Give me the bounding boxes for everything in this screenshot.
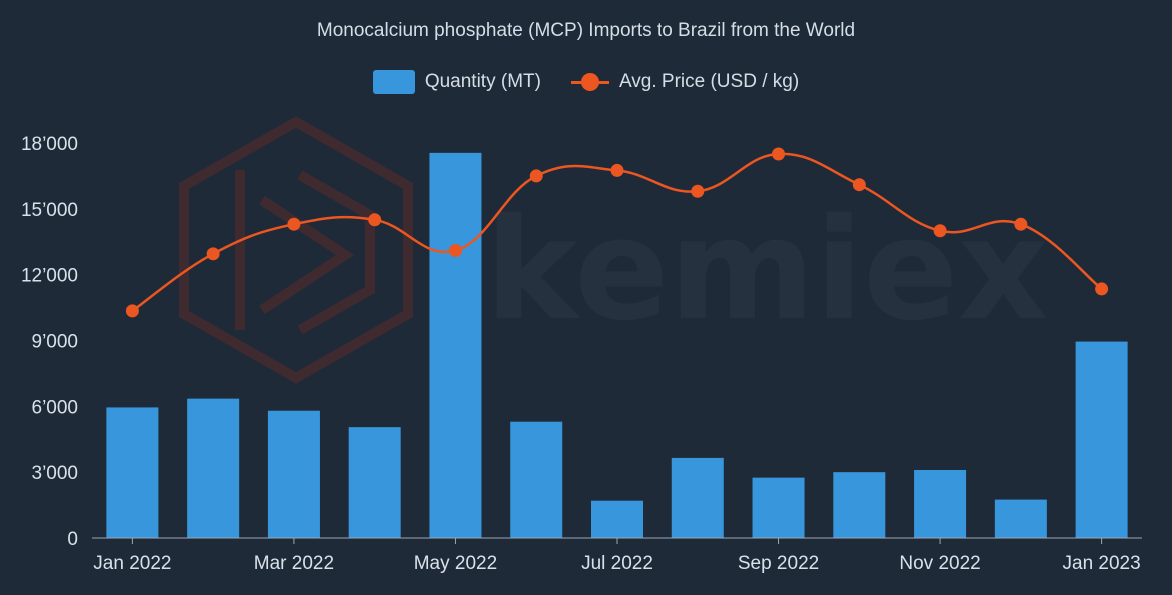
bar-3 — [348, 427, 401, 538]
x-tick-label: Mar 2022 — [254, 553, 334, 574]
price-point-4 — [448, 244, 462, 258]
bar-1 — [187, 398, 240, 538]
y-tick-label: 18’000 — [21, 134, 78, 155]
bar-5 — [510, 421, 563, 538]
watermark-text: kemiex — [485, 189, 1048, 352]
price-point-11 — [1014, 217, 1028, 231]
x-tick-label: Jan 2023 — [1063, 553, 1141, 574]
x-tick-label: Sep 2022 — [738, 553, 819, 574]
bar-8 — [752, 477, 805, 538]
legend-item-quantity[interactable]: Quantity (MT) — [372, 70, 541, 94]
watermark-stroke — [259, 195, 355, 315]
price-point-9 — [852, 178, 866, 192]
y-axis: 0 3’000 6’000 9’000 12’000 15’000 18’000 — [21, 134, 78, 550]
price-point-5 — [529, 169, 543, 183]
bar-7 — [671, 457, 724, 538]
bar-9 — [833, 472, 886, 538]
watermark-hexagon — [179, 116, 413, 384]
y-tick-label: 9’000 — [32, 332, 79, 353]
price-point-6 — [610, 163, 624, 177]
y-tick-label: 6’000 — [32, 397, 79, 418]
watermark-mark-icon — [179, 116, 413, 384]
bar-series-quantity — [106, 152, 1128, 538]
y-tick-label: 12’000 — [21, 266, 78, 287]
price-point-0 — [125, 304, 139, 318]
bar-10 — [914, 469, 967, 538]
price-point-3 — [368, 213, 382, 227]
watermark-logo: kemiex — [179, 116, 1048, 384]
x-axis: Jan 2022 Mar 2022 May 2022 Jul 2022 Sep 2022… — [92, 537, 1142, 574]
x-tick-label: May 2022 — [414, 553, 497, 574]
bar-6 — [591, 500, 643, 538]
x-tick-label: Jan 2022 — [93, 553, 171, 574]
y-tick-label: 15’000 — [21, 200, 78, 221]
x-tick-label: Nov 2022 — [899, 553, 980, 574]
legend-label-quantity: Quantity (MT) — [424, 71, 541, 92]
chart-title: Monocalcium phosphate (MCP) Imports to B… — [316, 20, 856, 41]
chart-legend: Quantity (MT) Avg. Price (USD / kg) — [0, 70, 1172, 94]
price-point-7 — [691, 184, 705, 198]
bar-12 — [1075, 341, 1128, 538]
y-tick-label: 0 — [67, 529, 78, 550]
price-point-12 — [1095, 282, 1109, 296]
legend-item-price[interactable]: Avg. Price (USD / kg) — [570, 71, 800, 93]
x-tick-label: Jul 2022 — [581, 553, 653, 574]
price-point-10 — [933, 224, 947, 238]
legend-line-swatch — [570, 72, 609, 92]
bar-2 — [267, 410, 320, 538]
line-series-price — [125, 147, 1109, 318]
y-tick-label: 3’000 — [32, 463, 79, 484]
legend-bar-swatch — [372, 70, 415, 94]
price-point-8 — [772, 147, 786, 161]
legend-label-price: Avg. Price (USD / kg) — [618, 71, 800, 92]
bar-0 — [106, 407, 159, 538]
watermark-stroke — [297, 170, 375, 335]
price-point-1 — [206, 247, 220, 261]
bar-11 — [994, 499, 1047, 538]
bar-4 — [429, 152, 482, 538]
price-point-2 — [287, 217, 301, 231]
